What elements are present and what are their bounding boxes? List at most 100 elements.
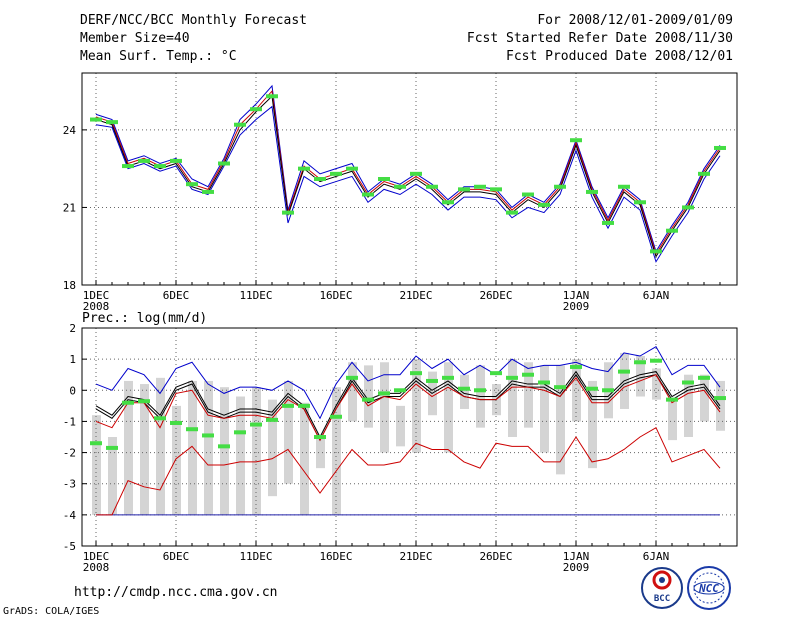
x-tick-label: 11DEC bbox=[239, 550, 272, 563]
upper-series-line bbox=[95, 89, 721, 256]
observed-marker bbox=[570, 138, 582, 143]
ensemble-range-bar bbox=[156, 377, 165, 515]
x-tick-label: 6JAN bbox=[643, 550, 670, 563]
observed-marker bbox=[586, 386, 598, 391]
observed-marker bbox=[378, 391, 390, 396]
x-tick-label: 16DEC bbox=[319, 289, 352, 302]
observed-marker bbox=[314, 435, 326, 439]
observed-marker bbox=[490, 187, 502, 192]
y-tick-label: -1 bbox=[63, 415, 76, 428]
observed-marker bbox=[458, 187, 470, 192]
observed-marker bbox=[250, 422, 262, 427]
observed-marker bbox=[634, 200, 646, 205]
observed-marker bbox=[266, 94, 278, 99]
ensemble-range-bar bbox=[380, 362, 389, 453]
y-tick-label: -5 bbox=[63, 540, 76, 553]
observed-marker bbox=[362, 397, 374, 402]
observed-marker bbox=[410, 371, 422, 376]
observed-marker bbox=[554, 385, 566, 390]
observed-marker bbox=[330, 414, 342, 419]
ensemble-range-bar bbox=[300, 402, 309, 515]
observed-marker bbox=[602, 388, 614, 393]
ensemble-range-bar bbox=[268, 399, 277, 497]
observed-marker bbox=[138, 158, 150, 163]
ensemble-range-bar bbox=[524, 362, 533, 428]
variable-label: Mean Surf. Temp.: °C bbox=[80, 49, 237, 64]
observed-marker bbox=[442, 375, 454, 380]
y-tick-label: 1 bbox=[69, 353, 76, 366]
observed-marker bbox=[218, 444, 230, 449]
observed-marker bbox=[170, 158, 182, 163]
observed-marker bbox=[426, 184, 438, 189]
observed-marker bbox=[298, 403, 310, 408]
precip-panel-title: Prec.: log(mm/d) bbox=[82, 311, 207, 326]
y-tick-label: 24 bbox=[63, 124, 77, 137]
observed-marker bbox=[666, 228, 678, 233]
ensemble-range-bar bbox=[700, 374, 709, 422]
x-tick-label: 26DEC bbox=[479, 289, 512, 302]
observed-marker bbox=[698, 375, 710, 380]
x-tick-label: 16DEC bbox=[319, 550, 352, 563]
x-tick-label: 1JAN bbox=[563, 289, 590, 302]
observed-marker bbox=[282, 210, 294, 215]
observed-marker bbox=[298, 166, 310, 171]
observed-marker bbox=[346, 166, 358, 171]
y-tick-label: 18 bbox=[63, 279, 76, 292]
y-tick-label: 2 bbox=[69, 322, 76, 335]
observed-marker bbox=[330, 171, 342, 176]
observed-marker bbox=[522, 192, 534, 197]
ensemble-range-bar bbox=[396, 405, 405, 447]
observed-marker bbox=[442, 200, 454, 205]
min-series-line bbox=[95, 105, 721, 263]
observed-marker bbox=[490, 371, 502, 376]
x-tick-sublabel: 2008 bbox=[83, 300, 110, 313]
observed-marker bbox=[154, 164, 166, 169]
ensemble-range-bar bbox=[220, 387, 229, 515]
observed-marker bbox=[282, 403, 294, 408]
y-tick-label: 21 bbox=[63, 201, 76, 214]
observed-marker bbox=[314, 177, 326, 181]
ensemble-range-bar bbox=[716, 380, 725, 431]
grads-credit: GrADS: COLA/IGES bbox=[3, 606, 99, 617]
observed-marker bbox=[698, 171, 710, 176]
ensemble-range-bar bbox=[364, 365, 373, 428]
observed-marker bbox=[186, 182, 198, 187]
x-tick-label: 6JAN bbox=[643, 289, 670, 302]
ensemble-range-bar bbox=[556, 365, 565, 475]
observed-marker bbox=[714, 396, 726, 401]
x-tick-label: 6DEC bbox=[163, 289, 190, 302]
observed-marker bbox=[202, 433, 214, 438]
upper-series-line bbox=[95, 374, 721, 442]
observed-marker bbox=[602, 220, 614, 225]
max-series-line bbox=[95, 84, 721, 253]
observed-marker bbox=[538, 202, 550, 207]
ensemble-range-bar bbox=[668, 399, 677, 441]
observed-marker bbox=[554, 184, 566, 189]
observed-marker bbox=[506, 375, 518, 380]
x-tick-sublabel: 2009 bbox=[563, 300, 590, 313]
observed-marker bbox=[618, 184, 630, 189]
bcc-logo: BCC bbox=[641, 567, 683, 609]
ensemble-range-bar bbox=[588, 380, 597, 469]
y-tick-label: -4 bbox=[63, 509, 77, 522]
observed-marker bbox=[138, 399, 150, 404]
observed-marker bbox=[666, 397, 678, 402]
y-tick-label: -3 bbox=[63, 478, 76, 491]
observed-marker bbox=[586, 189, 598, 194]
observed-marker bbox=[634, 360, 646, 365]
observed-marker bbox=[362, 192, 374, 197]
observed-marker bbox=[234, 122, 246, 127]
x-tick-label: 21DEC bbox=[399, 289, 432, 302]
lower-series-line bbox=[96, 426, 721, 516]
observed-marker bbox=[106, 120, 118, 125]
observed-marker bbox=[106, 445, 118, 450]
observed-marker bbox=[378, 177, 390, 181]
observed-marker bbox=[218, 161, 230, 166]
observed-marker bbox=[250, 107, 262, 112]
x-tick-label: 26DEC bbox=[479, 550, 512, 563]
x-tick-label: 6DEC bbox=[163, 550, 190, 563]
ensemble-range-bar bbox=[572, 359, 581, 422]
